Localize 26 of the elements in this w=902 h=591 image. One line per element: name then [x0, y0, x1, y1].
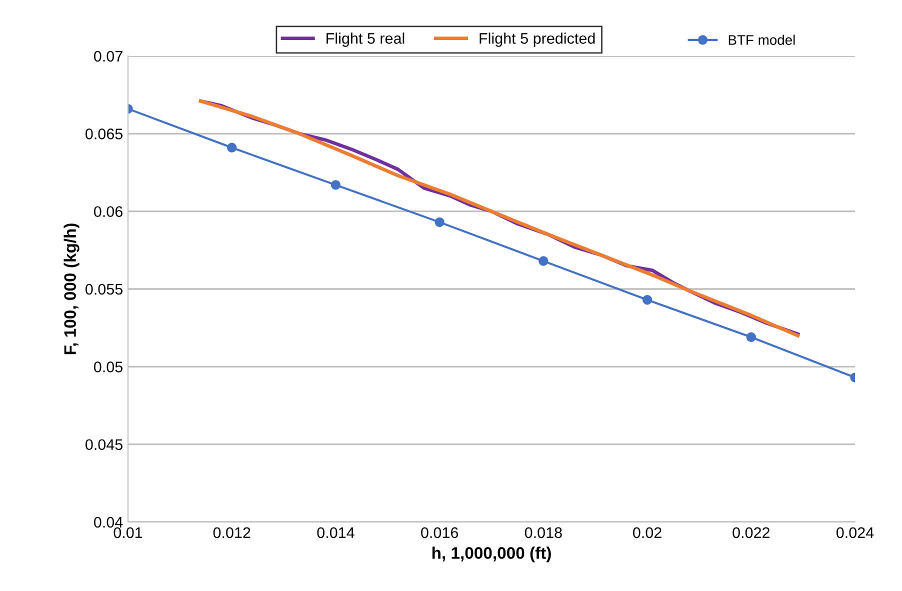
point: [330, 180, 341, 190]
point: [538, 256, 548, 266]
x-tick-label: 0.01: [114, 527, 142, 538]
y-tick-label: 0.05: [94, 362, 122, 372]
point: [642, 295, 652, 305]
legend-label: BTF model: [728, 34, 795, 45]
y-tick-label: 0.055: [86, 284, 122, 295]
point: [434, 217, 444, 228]
legend-label: Flight 5 real: [326, 32, 404, 47]
x-tick-label: 0.018: [524, 527, 562, 538]
y-tick-label: 0.045: [86, 439, 122, 450]
point: [746, 332, 756, 342]
x-tick-label: 0.022: [732, 527, 770, 538]
x-tick-label: 0.016: [421, 527, 458, 538]
y-tick-label: 0.07: [94, 50, 122, 62]
x-tick-label: 0.012: [213, 527, 250, 538]
point: [226, 142, 237, 153]
y-tick-label: 0.065: [86, 128, 122, 140]
x-axis-title: h, 1,000,000 (ft): [432, 546, 551, 562]
legend-label: Flight 5 predicted: [480, 32, 595, 47]
x-tick-label: 0.014: [317, 527, 354, 538]
y-tick-label: 0.04: [94, 516, 123, 528]
y-axis-title: F, 100, 000 (kg/h): [64, 224, 80, 354]
x-tick-label: 0.024: [836, 527, 874, 538]
y-tick-label: 0.06: [94, 206, 122, 218]
x-tick-label: 0.02: [633, 527, 662, 538]
